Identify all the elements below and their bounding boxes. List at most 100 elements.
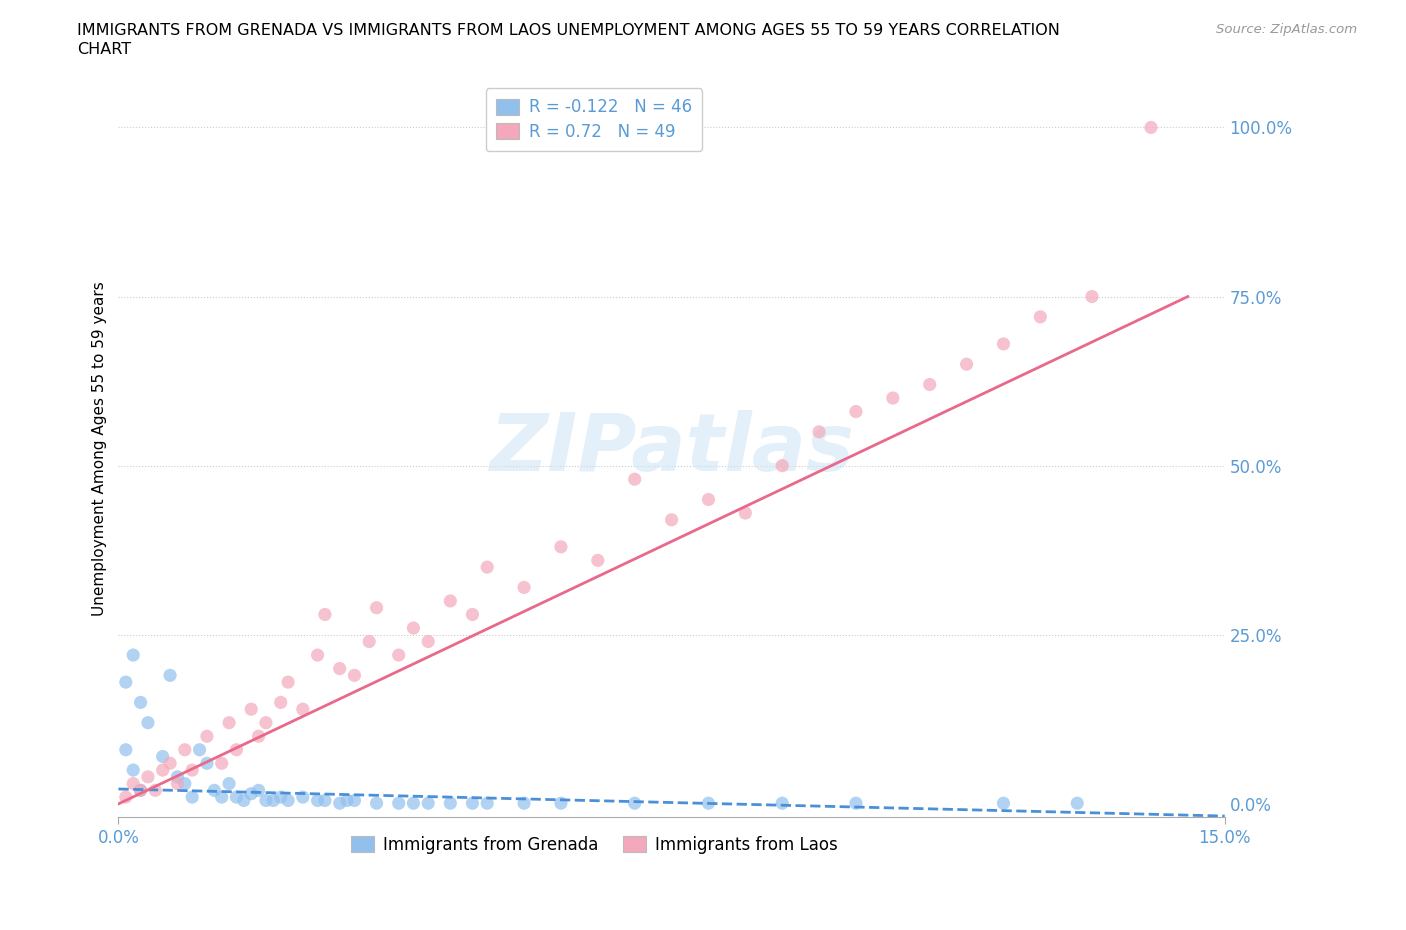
Point [122,647,145,662]
Point [439,796,461,811]
Text: IMMIGRANTS FROM GRENADA VS IMMIGRANTS FROM LAOS UNEMPLOYMENT AMONG AGES 55 TO 59: IMMIGRANTS FROM GRENADA VS IMMIGRANTS FR… [77,23,1060,38]
Point [240,786,263,801]
Point [329,661,352,676]
Point [159,668,181,683]
Point [1140,120,1163,135]
Point [232,793,254,808]
Point [211,790,233,804]
Point [955,357,977,372]
Point [195,729,218,744]
Point [461,796,484,811]
Point [993,337,1015,352]
Point [247,783,270,798]
Point [159,756,181,771]
Legend: Immigrants from Grenada, Immigrants from Laos: Immigrants from Grenada, Immigrants from… [344,830,844,860]
Point [188,742,211,757]
Point [770,458,793,473]
Point [307,647,329,662]
Point [277,793,299,808]
Point [461,607,484,622]
Text: ZIPatlas: ZIPatlas [489,410,853,487]
Point [418,796,440,811]
Point [697,492,720,507]
Point [586,553,609,568]
Point [329,796,352,811]
Point [366,796,388,811]
Point [359,634,381,649]
Point [218,777,240,791]
Point [661,512,683,527]
Point [402,620,425,635]
Point [129,783,152,798]
Point [225,790,247,804]
Point [882,391,904,405]
Point [623,796,645,811]
Text: Source: ZipAtlas.com: Source: ZipAtlas.com [1216,23,1357,36]
Point [366,600,388,615]
Point [122,763,145,777]
Point [1066,796,1088,811]
Point [122,777,145,791]
Point [1081,289,1104,304]
Point [808,424,831,439]
Point [343,793,366,808]
Point [262,793,284,808]
Point [770,796,793,811]
Point [307,793,329,808]
Point [550,796,572,811]
Point [240,702,263,717]
Point [181,763,204,777]
Point [114,742,136,757]
Point [143,783,166,798]
Text: CHART: CHART [77,42,131,57]
Point [388,647,411,662]
Point [336,793,359,808]
Point [173,742,195,757]
Point [845,405,868,419]
Point [254,793,277,808]
Point [114,674,136,689]
Point [225,742,247,757]
Point [195,756,218,771]
Point [513,580,536,595]
Point [270,695,292,710]
Point [439,593,461,608]
Point [418,634,440,649]
Point [218,715,240,730]
Point [402,796,425,811]
Point [477,560,499,575]
Point [152,749,174,764]
Point [697,796,720,811]
Point [513,796,536,811]
Point [550,539,572,554]
Point [129,695,152,710]
Point [247,729,270,744]
Point [136,715,159,730]
Point [166,777,188,791]
Point [845,796,868,811]
Point [254,715,277,730]
Y-axis label: Unemployment Among Ages 55 to 59 years: Unemployment Among Ages 55 to 59 years [93,282,107,617]
Point [202,783,225,798]
Point [477,796,499,811]
Point [152,763,174,777]
Point [623,472,645,486]
Point [918,377,941,392]
Point [211,756,233,771]
Point [291,702,314,717]
Point [314,607,336,622]
Point [291,790,314,804]
Point [129,783,152,798]
Point [277,674,299,689]
Point [136,769,159,784]
Point [388,796,411,811]
Point [343,668,366,683]
Point [173,777,195,791]
Point [1029,310,1052,325]
Point [114,790,136,804]
Point [993,796,1015,811]
Point [181,790,204,804]
Point [270,790,292,804]
Point [166,769,188,784]
Point [314,793,336,808]
